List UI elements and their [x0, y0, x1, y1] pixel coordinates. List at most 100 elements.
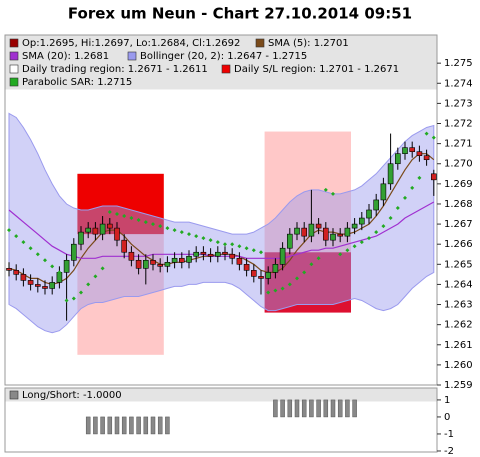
sar-dot [331, 191, 335, 196]
y-tick-label: 1.275 [444, 58, 473, 69]
bar [294, 399, 300, 418]
sar-dot [323, 187, 328, 192]
legend-box [5, 388, 437, 402]
sar-dot [115, 212, 119, 217]
candle-body [207, 253, 214, 257]
sar-dot [86, 282, 91, 287]
bar [345, 399, 350, 418]
candle-body [215, 251, 221, 257]
bar [165, 416, 170, 435]
sar-dot [280, 286, 285, 291]
legend-swatch [221, 64, 231, 74]
bar [121, 416, 127, 435]
candle-body [49, 282, 56, 289]
y-tick-label: 1.261 [444, 340, 473, 351]
sar-dot [230, 242, 235, 247]
sar-dot [309, 262, 314, 267]
candle-body [272, 264, 279, 273]
sar-dot [187, 232, 191, 237]
candle-body [330, 233, 336, 241]
candle-body [301, 227, 308, 237]
candle-body [294, 227, 300, 235]
sar-dot [266, 290, 271, 295]
legend-swatch [9, 77, 19, 87]
bar [316, 399, 321, 418]
bar [100, 416, 105, 435]
legend-label: SMA (5): 1.2701 [268, 38, 349, 49]
sar-dot [158, 224, 163, 229]
candle-body [128, 251, 135, 261]
candle-body [71, 243, 77, 261]
y-tick-label: 1.264 [444, 279, 473, 290]
moving-average [8, 201, 435, 259]
y-tick-label: 1.265 [444, 259, 473, 270]
sar-dot [136, 218, 141, 223]
sar-dot [295, 276, 299, 281]
bar [143, 416, 149, 435]
sar-dot [431, 135, 436, 140]
bar [301, 399, 307, 418]
candle-body [366, 209, 372, 219]
sar-dot [395, 205, 400, 210]
legend-label: Daily S/L region: 1.2701 - 1.2671 [234, 64, 399, 75]
candle-body [423, 155, 430, 161]
candle-body [308, 223, 315, 237]
candle-body [186, 255, 192, 263]
candle-body [315, 223, 322, 229]
bar [323, 399, 329, 418]
candle-body [243, 264, 250, 271]
sar-dot [7, 228, 11, 233]
sar-dot [201, 236, 206, 241]
y-tick-label: 1.267 [444, 219, 473, 230]
candle-body [430, 173, 437, 181]
y-tick-label: 1.270 [444, 159, 473, 170]
sar-dot [374, 230, 379, 235]
legend-label: Daily trading region: 1.2671 - 1.2611 [22, 64, 208, 75]
y-tick-label: 1.263 [444, 300, 473, 311]
candle-body [351, 223, 358, 229]
legend-label: Bollinger (20, 2): 1.2647 - 1.2715 [140, 51, 307, 62]
sar-dot [302, 270, 307, 275]
y-tick-label: 1.273 [444, 98, 473, 109]
bar [309, 399, 314, 418]
sar-dot [381, 224, 386, 229]
y-tick-label: 0 [444, 412, 450, 423]
candle-body [164, 261, 171, 267]
candle-body [409, 147, 416, 152]
sar-dot [251, 248, 256, 253]
sar-dot [367, 236, 371, 241]
sar-dot [71, 296, 76, 301]
sar-dot [388, 216, 393, 221]
candle-body [99, 223, 106, 235]
y-tick-label: 1.259 [444, 380, 473, 391]
legend-swatch [127, 51, 137, 61]
chart-title: Forex um Neun - Chart 27.10.2014 09:51 [68, 5, 412, 23]
sar-dot [352, 244, 357, 249]
legend-swatch [9, 38, 19, 48]
candle-body [229, 253, 235, 259]
y-tick-label: 1.268 [444, 199, 473, 210]
sar-dot [287, 282, 292, 287]
candle-body [135, 259, 142, 269]
candle-body [20, 274, 27, 281]
candle-body [107, 223, 113, 229]
sar-dot [273, 288, 278, 293]
candle-body [171, 257, 178, 263]
sar-dot [43, 258, 47, 263]
sar-dot [14, 234, 19, 239]
bar [129, 416, 134, 435]
legend-swatch [255, 38, 265, 48]
bar [150, 416, 156, 435]
bar [136, 416, 141, 435]
candle-body [157, 264, 163, 267]
y-tick-label: -1 [444, 429, 454, 440]
sar-dot [35, 252, 40, 257]
y-tick-label: 1 [444, 395, 450, 406]
candle-body [34, 284, 41, 287]
y-tick-label: 1.260 [444, 360, 473, 371]
candle-body [337, 233, 344, 237]
sar-dot [194, 234, 199, 239]
legend-label: Parabolic SAR: 1.2715 [22, 77, 132, 88]
sar-dot [129, 216, 134, 221]
bar [280, 399, 285, 418]
